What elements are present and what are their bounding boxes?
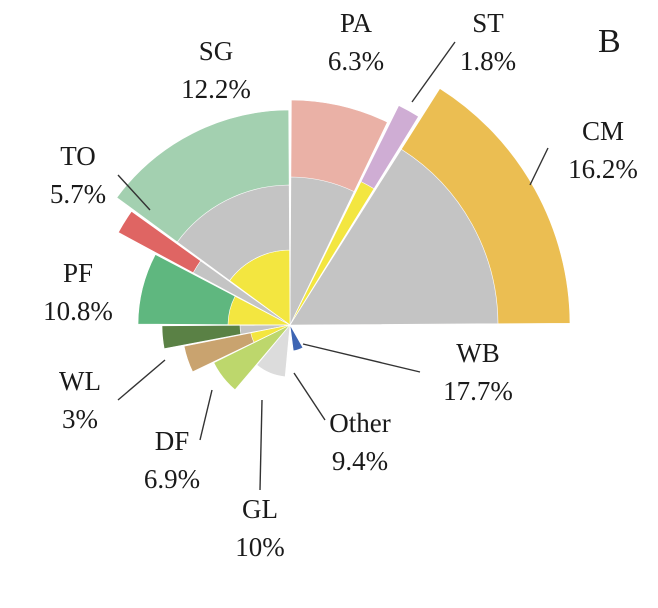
slice-name-sg: SG — [199, 36, 234, 66]
slice-name-df: DF — [155, 426, 190, 456]
leader-line-cm — [529, 147, 549, 186]
leader-line-gl — [259, 399, 263, 491]
slice-name-wb: WB — [456, 338, 500, 368]
slice-percent-df: 6.9% — [144, 464, 200, 494]
pie-slice-gl — [213, 324, 291, 391]
leader-line-wl — [117, 359, 166, 401]
pie-slice-to-inner-1 — [192, 260, 291, 326]
slice-name-cm: CM — [582, 116, 624, 146]
slice-percent-to: 5.7% — [50, 179, 106, 209]
slice-percent-wl: 3% — [62, 404, 98, 434]
leader-line-df — [199, 389, 213, 441]
leader-line-st — [411, 41, 456, 103]
leader-line-other — [293, 372, 326, 421]
pie-slice-other — [256, 324, 291, 378]
slice-percent-st: 1.8% — [460, 46, 516, 76]
slice-name-to: TO — [60, 141, 96, 171]
leader-lines — [117, 41, 549, 491]
slice-percent-pf: 10.8% — [43, 296, 113, 326]
pie-slice-sg-inner-2 — [176, 184, 290, 281]
pie-slice-pa-inner-1 — [289, 176, 355, 326]
slice-name-pf: PF — [63, 258, 93, 288]
pie-slice-wb — [289, 324, 304, 352]
pie-slice-pf-inner-1 — [227, 295, 291, 326]
chart-labels: CM 16.2% ST 1.8% PA 6.3% SG 12.2% TO 5.7% PF 10.8% W… — [43, 8, 638, 562]
slice-percent-sg: 12.2% — [181, 74, 251, 104]
leader-line-to — [117, 174, 151, 211]
slice-name-st: ST — [472, 8, 504, 38]
chart-segments — [116, 88, 571, 391]
pie-slice-df-inner-1 — [250, 324, 291, 343]
slice-percent-pa: 6.3% — [328, 46, 384, 76]
slice-name-gl: GL — [242, 494, 278, 524]
panel-letter: B — [598, 23, 621, 60]
pie-slice-cm-inner-1 — [289, 148, 499, 326]
pie-slice-st-inner-1 — [289, 181, 375, 326]
slice-name-wl: WL — [59, 366, 101, 396]
slice-percent-other: 9.4% — [332, 446, 388, 476]
slice-percent-cm: 16.2% — [568, 154, 638, 184]
leader-line-wb — [302, 343, 421, 373]
slice-name-other: Other — [329, 408, 390, 438]
slice-name-pa: PA — [340, 8, 373, 38]
slice-percent-gl: 10% — [235, 532, 285, 562]
slice-percent-wb: 17.7% — [443, 376, 513, 406]
